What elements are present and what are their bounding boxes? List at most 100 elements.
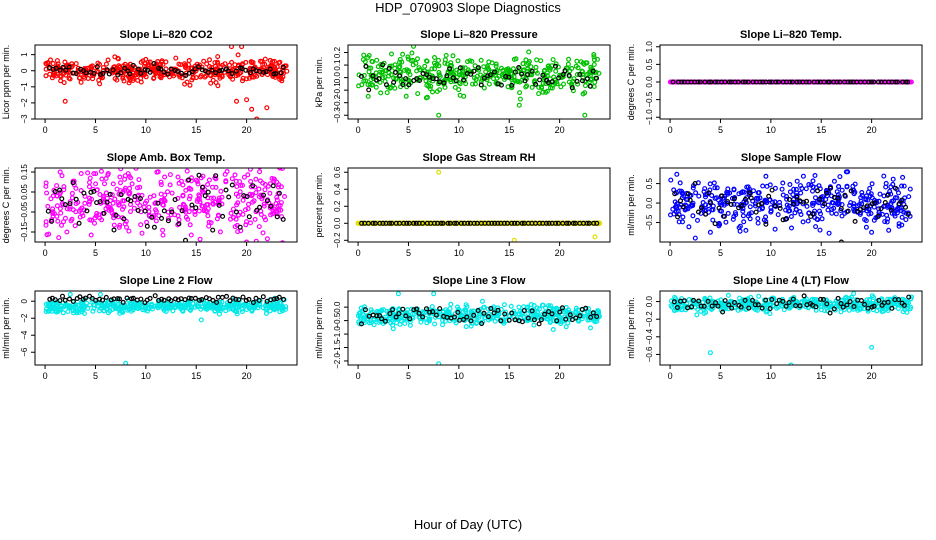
point: [546, 65, 552, 71]
point: [263, 303, 269, 309]
point-black: [52, 189, 58, 195]
point: [501, 319, 507, 325]
point: [234, 184, 240, 190]
point: [260, 163, 264, 167]
point-black: [705, 298, 711, 304]
point-black: [748, 195, 754, 201]
point: [833, 211, 839, 217]
point: [536, 84, 542, 90]
point-black: [536, 321, 542, 327]
point-black: [905, 79, 911, 85]
point-black: [403, 76, 409, 82]
point: [223, 179, 229, 185]
point: [727, 190, 733, 196]
point-black: [233, 68, 239, 74]
point: [900, 174, 906, 180]
point: [710, 207, 716, 213]
x-tick-label: 0: [668, 248, 673, 258]
point: [830, 200, 836, 206]
point-black: [584, 76, 590, 82]
point: [43, 309, 49, 315]
point-black: [397, 73, 403, 79]
point: [403, 93, 409, 99]
point: [196, 208, 202, 214]
point: [174, 302, 180, 308]
point: [137, 203, 143, 209]
point: [126, 228, 132, 234]
point: [88, 232, 94, 238]
point: [73, 209, 79, 215]
point-black: [783, 303, 789, 309]
point: [152, 200, 158, 206]
point-black: [91, 188, 97, 194]
point: [788, 214, 794, 220]
point: [107, 308, 113, 314]
plot-area: [667, 169, 913, 242]
point-black: [135, 208, 141, 214]
point-black: [400, 82, 406, 88]
point-black: [772, 203, 778, 209]
point-black: [588, 314, 594, 320]
point-black: [76, 220, 82, 226]
y-tick-label: 0.0: [645, 295, 654, 307]
x-tick-label: 0: [668, 371, 673, 381]
point: [672, 199, 678, 205]
point-black: [468, 71, 474, 77]
point: [397, 321, 403, 327]
point-black: [827, 185, 833, 191]
point-black: [590, 68, 596, 74]
y-tick-label: 0.6: [333, 166, 342, 178]
point: [863, 218, 869, 224]
point: [813, 224, 819, 230]
point-black: [382, 318, 388, 324]
point: [168, 207, 174, 213]
point: [205, 202, 211, 208]
point: [67, 70, 73, 76]
point-black: [838, 301, 844, 307]
point-black: [63, 67, 69, 73]
point: [361, 72, 367, 78]
point: [712, 185, 718, 191]
point-black: [438, 220, 444, 226]
point: [533, 64, 539, 70]
point-black: [722, 79, 728, 85]
point: [536, 306, 542, 312]
point: [375, 220, 381, 226]
point: [155, 58, 161, 64]
point: [161, 197, 167, 203]
point-black: [794, 79, 800, 85]
point: [740, 208, 746, 214]
point: [136, 302, 142, 308]
point: [843, 169, 849, 175]
point: [256, 186, 262, 192]
point: [260, 230, 266, 236]
point-black: [871, 303, 877, 309]
point-black: [233, 296, 239, 302]
point-black: [267, 66, 273, 72]
point-black: [514, 220, 520, 226]
point-black: [736, 205, 742, 211]
point: [810, 203, 816, 209]
point-black: [94, 64, 100, 70]
point-black: [149, 214, 155, 220]
point: [63, 72, 69, 78]
point-black: [246, 296, 252, 302]
point-black: [549, 311, 555, 317]
point: [52, 243, 56, 247]
point: [686, 224, 692, 230]
point-black: [108, 297, 114, 303]
point: [679, 190, 685, 196]
point: [114, 186, 120, 192]
point-black: [120, 299, 126, 305]
point: [184, 168, 190, 174]
point-black: [280, 216, 286, 222]
point: [162, 192, 168, 198]
point-black: [250, 300, 256, 306]
point: [122, 176, 128, 182]
point-black: [835, 295, 841, 301]
point-black: [168, 298, 174, 304]
point-black: [151, 224, 157, 230]
point: [244, 76, 250, 82]
point-black: [902, 204, 908, 210]
point: [755, 196, 761, 202]
